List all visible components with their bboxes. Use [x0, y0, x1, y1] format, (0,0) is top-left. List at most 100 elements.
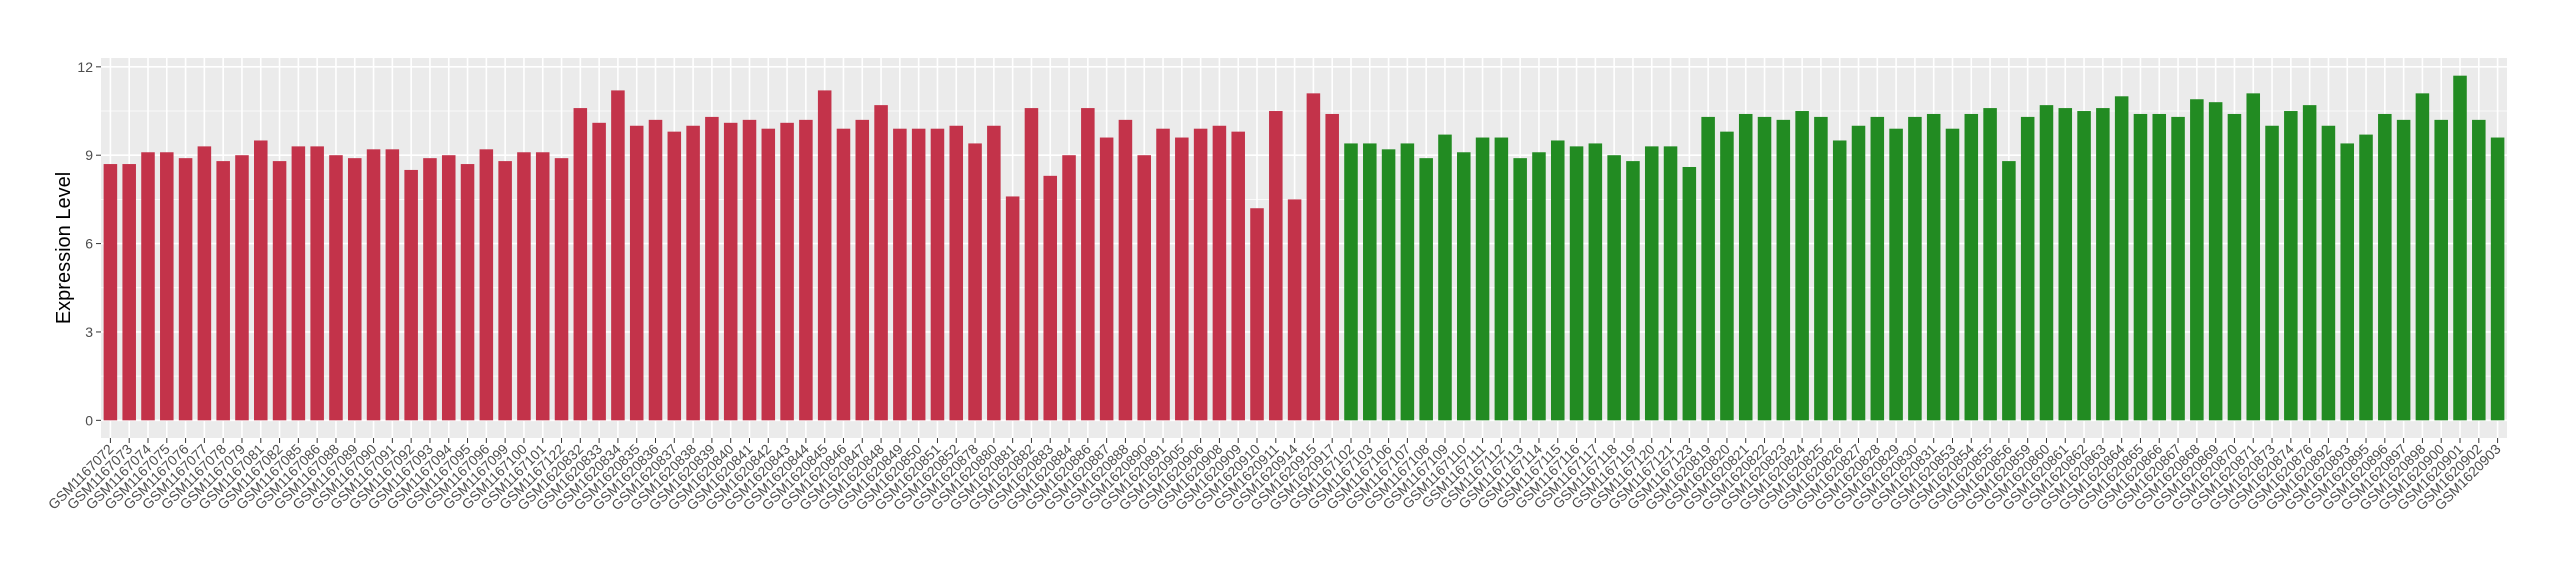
- bar: [272, 161, 287, 421]
- bar: [2133, 113, 2148, 421]
- bar: [1118, 119, 1133, 421]
- bar: [930, 128, 945, 421]
- bar: [1081, 108, 1095, 421]
- bar: [1550, 140, 1565, 421]
- y-tick-label: 0: [85, 412, 93, 428]
- bar: [1738, 113, 1753, 421]
- bar: [1363, 143, 1377, 421]
- bar: [1757, 116, 1772, 421]
- bar: [2359, 134, 2373, 421]
- bar: [1400, 143, 1415, 421]
- bar: [705, 116, 719, 421]
- bar: [2490, 137, 2505, 421]
- bar: [1043, 175, 1058, 421]
- bar: [1457, 152, 1471, 421]
- bar: [723, 122, 738, 421]
- bar: [1156, 128, 1170, 421]
- bar: [2190, 99, 2204, 421]
- y-tick-label: 9: [85, 147, 93, 163]
- bar: [103, 164, 118, 421]
- bar: [2396, 119, 2411, 421]
- bar: [968, 143, 982, 421]
- bar: [1175, 137, 1189, 421]
- bar: [780, 122, 794, 421]
- bar: [2058, 108, 2073, 421]
- bar: [1776, 119, 1791, 421]
- bar: [216, 161, 230, 421]
- bar: [987, 125, 1001, 421]
- bar: [329, 155, 343, 421]
- bar: [855, 119, 870, 421]
- bar: [1494, 137, 1509, 421]
- bar: [949, 125, 964, 421]
- bar: [1626, 161, 1640, 421]
- bar: [1964, 113, 1979, 421]
- bar: [404, 169, 418, 421]
- bar: [2340, 143, 2354, 421]
- bar: [1945, 128, 1960, 421]
- bar: [761, 128, 776, 421]
- bar: [347, 158, 362, 421]
- bar: [2415, 93, 2430, 421]
- y-axis-label: Expression Level: [53, 172, 75, 324]
- bar: [1062, 155, 1076, 421]
- bar: [2171, 116, 2185, 421]
- bar: [874, 105, 888, 421]
- bar: [1569, 146, 1584, 421]
- bar: [310, 146, 324, 421]
- bar: [1870, 116, 1885, 421]
- bar: [1513, 158, 1527, 421]
- bar: [2453, 75, 2467, 421]
- bar: [2472, 119, 2486, 421]
- bar: [1438, 134, 1452, 421]
- bar: [1381, 149, 1396, 421]
- bar: [2114, 96, 2129, 421]
- bar: [686, 125, 700, 421]
- bar: [2077, 111, 2091, 421]
- bar: [1325, 113, 1339, 421]
- bar: [385, 149, 400, 421]
- bar: [817, 90, 832, 421]
- bar: [1344, 143, 1358, 421]
- bar: [178, 158, 193, 421]
- y-tick-label: 3: [85, 324, 93, 340]
- bar: [1682, 166, 1697, 421]
- bar: [1099, 137, 1114, 421]
- bar: [1851, 125, 1866, 421]
- bar: [1908, 116, 1922, 421]
- bar: [1607, 155, 1621, 421]
- bar: [1644, 146, 1659, 421]
- bar: [1532, 152, 1546, 421]
- bar: [2302, 105, 2317, 421]
- bar: [1250, 208, 1264, 421]
- bar: [2096, 108, 2110, 421]
- bar: [479, 149, 494, 421]
- bar: [1475, 137, 1490, 421]
- bar: [2321, 125, 2336, 421]
- bar: [667, 131, 682, 421]
- bar: [1983, 108, 1997, 421]
- bar: [235, 155, 249, 421]
- bar: [1720, 131, 1734, 421]
- bar: [836, 128, 851, 421]
- y-tick-label: 6: [85, 236, 93, 252]
- bar: [1814, 116, 1828, 421]
- bar: [592, 122, 606, 421]
- bar: [197, 146, 212, 421]
- bar: [2152, 113, 2167, 421]
- bar: [1795, 111, 1809, 421]
- bar: [2246, 93, 2261, 421]
- bar: [893, 128, 907, 421]
- bar: [2265, 125, 2279, 421]
- bar: [573, 108, 588, 421]
- bar: [1005, 196, 1020, 421]
- bar: [1889, 128, 1903, 421]
- bar: [1269, 111, 1283, 421]
- bar: [1137, 155, 1151, 421]
- bar: [1419, 158, 1433, 421]
- bar: [291, 146, 306, 421]
- bar: [611, 90, 625, 421]
- bar: [2208, 102, 2223, 421]
- bar: [1287, 199, 1302, 421]
- bar: [1306, 93, 1321, 421]
